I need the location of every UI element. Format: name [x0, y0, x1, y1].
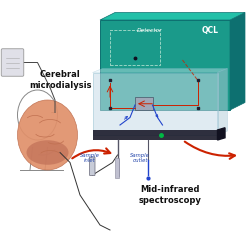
Ellipse shape [26, 140, 68, 165]
Polygon shape [100, 12, 245, 20]
Polygon shape [92, 68, 228, 72]
Polygon shape [92, 72, 218, 135]
Text: Sample
outlet: Sample outlet [130, 152, 150, 163]
Bar [135, 98, 152, 110]
Bar [110, 30, 160, 65]
Text: Cerebral
microdialysis: Cerebral microdialysis [29, 70, 91, 90]
Text: Sample
inlet: Sample inlet [80, 152, 100, 163]
Bar [116, 158, 119, 178]
Polygon shape [218, 68, 228, 135]
Text: QCL: QCL [202, 26, 218, 35]
FancyBboxPatch shape [90, 157, 95, 176]
Polygon shape [218, 128, 225, 140]
Ellipse shape [18, 100, 78, 170]
Text: Mid-infrared
spectroscopy: Mid-infrared spectroscopy [138, 185, 202, 205]
Polygon shape [230, 12, 245, 110]
Bar [92, 130, 218, 140]
Polygon shape [100, 20, 230, 110]
FancyBboxPatch shape [1, 49, 24, 76]
Text: Detector: Detector [137, 28, 163, 32]
